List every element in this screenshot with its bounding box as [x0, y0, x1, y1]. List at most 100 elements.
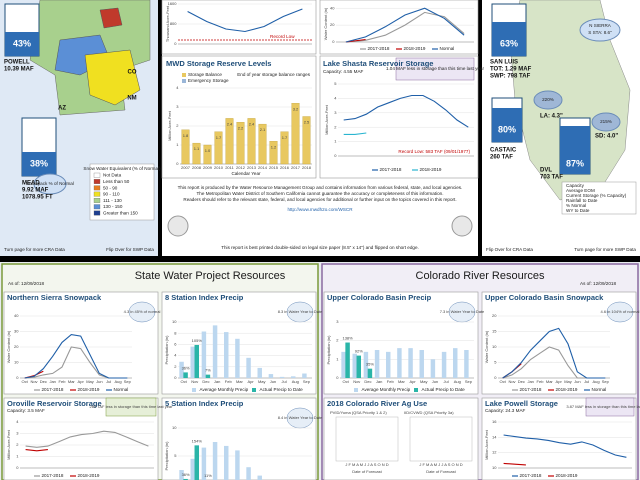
- bar: [201, 331, 207, 378]
- legend-title: Snow Water Equivalent (% of Normal): [83, 166, 161, 171]
- y-axis-label: Precipitation (in): [326, 335, 331, 365]
- panel-title: Lake Powell Storage: [485, 399, 558, 408]
- reservoir-storage: SWP: 798 TAF: [490, 74, 531, 80]
- value-label: 1.1: [194, 146, 200, 151]
- legend-swatch: [182, 73, 186, 77]
- legend-swatch: [93, 179, 101, 184]
- y-tick-label: 0: [336, 375, 339, 380]
- bar-annotation: 36%: [182, 472, 190, 477]
- x-tick-label: Dec: [518, 379, 525, 384]
- y-tick-label: 4: [334, 95, 337, 100]
- value-label: 1.7: [216, 135, 222, 140]
- line: [187, 8, 303, 33]
- gauge-fill: [5, 32, 39, 56]
- bar: [291, 376, 296, 378]
- state-label: CO: [128, 70, 137, 76]
- bar: [190, 346, 195, 378]
- x-tick-label: May: [86, 379, 94, 384]
- panel: [323, 397, 479, 480]
- y-axis-label: Water Content (in): [6, 330, 11, 363]
- footer-note: Turn page for more SWP Data: [574, 247, 636, 252]
- section-title: State Water Project Resources: [135, 270, 286, 282]
- panel-title: 8 Station Index Precip: [165, 293, 244, 302]
- bar: [205, 374, 211, 378]
- x-tick-label: Jul: [584, 379, 589, 384]
- x-tick-label: 2013: [247, 165, 257, 170]
- y-tick-label: 1: [336, 356, 339, 361]
- legend-label: Not Data: [103, 173, 122, 178]
- rain-label: SD: 4.0": [595, 134, 618, 140]
- bar: [236, 122, 245, 165]
- y-axis-label: Million Acre-Feet: [324, 104, 329, 135]
- snow-cloud: [33, 173, 67, 195]
- y-axis-label: Million Acre-Feet: [167, 110, 172, 141]
- rain-percent: 215%: [600, 119, 612, 124]
- value-label: 2.5: [304, 120, 310, 125]
- x-tick-label: May: [564, 379, 572, 384]
- y-tick-label: 3: [16, 431, 19, 436]
- y-tick-label: 3: [336, 319, 339, 324]
- bar-annotation: 36%: [182, 365, 190, 370]
- bar: [453, 348, 458, 378]
- value-label: 1.0: [205, 148, 211, 153]
- bar-annotation: 154%: [192, 438, 203, 443]
- bar: [464, 350, 469, 378]
- cloud-label: Snowpack % of Normal: [26, 181, 74, 186]
- x-tick-label: Nov: [353, 379, 360, 384]
- x-tick-label: 2008: [192, 165, 202, 170]
- bar: [194, 445, 199, 480]
- y-tick-label: 10: [14, 360, 19, 365]
- x-tick-label: Aug: [292, 379, 299, 384]
- footer-note: Flip Over for SWP Data: [106, 247, 154, 252]
- y-tick-label: 14: [492, 434, 497, 439]
- line: [502, 327, 606, 379]
- value-label: 1.7: [282, 135, 288, 140]
- bar: [408, 348, 413, 378]
- bar: [212, 442, 218, 480]
- footer-text: The Metropolitan Water District of South…: [197, 191, 444, 196]
- reservoir-name: MEAD: [22, 181, 40, 187]
- x-tick-label: Mar: [546, 379, 554, 384]
- x-tick-labels: J F M A M J J A S O N D: [345, 462, 388, 467]
- gauge-percent: 87%: [566, 158, 584, 168]
- legend-label: Normal: [440, 46, 455, 51]
- bar: [235, 338, 240, 378]
- x-axis-label: Calendar Year: [231, 171, 261, 176]
- panel-title: Oroville Reservoir Storage: [7, 399, 102, 408]
- legend-label: 2017-2018: [380, 167, 402, 172]
- footer-text: This report is produced by the Water Res…: [178, 185, 463, 190]
- chart-frame: [409, 416, 473, 462]
- reservoir-name: CASTAIC: [490, 148, 517, 154]
- x-tick-label: Aug: [454, 379, 461, 384]
- x-tick-label: Apr: [78, 379, 85, 384]
- y-tick-label: 5: [494, 360, 497, 365]
- badge: [606, 301, 634, 323]
- value-label: 2.4: [249, 121, 255, 126]
- x-tick-label: Feb: [387, 379, 395, 384]
- line: [25, 449, 48, 452]
- badge-text: 8.3 in Water Year to Date: [278, 309, 323, 314]
- value-label: 3.2: [293, 106, 299, 111]
- y-tick-label: 4: [174, 353, 177, 358]
- x-tick-label: Dec: [202, 379, 209, 384]
- y-tick-label: 0: [332, 39, 335, 44]
- reservoir-elevation: 1078.95 FT: [22, 195, 53, 201]
- bar: [363, 351, 369, 378]
- bar: [386, 351, 391, 378]
- value-label: 2.2: [238, 125, 244, 130]
- y-tick-label: 2: [174, 364, 177, 369]
- legend-label: 90 - 110: [103, 192, 120, 197]
- bar: [352, 353, 357, 378]
- y-tick-label: 800: [170, 21, 177, 26]
- x-tick-label: Jul: [282, 379, 287, 384]
- y-tick-label: 30: [14, 329, 19, 334]
- x-tick-label: Sep: [465, 379, 473, 384]
- chart-note: 3.87 MAF less in storage than this time …: [566, 404, 640, 409]
- x-tick-label: Nov: [191, 379, 198, 384]
- legend-box: [561, 181, 637, 215]
- value-label: 1.2: [271, 144, 277, 149]
- y-tick-label: 2: [336, 338, 339, 343]
- y-tick-label: 8: [174, 330, 177, 335]
- badge-text: 8.4 in Water Year to Date: [278, 415, 323, 420]
- x-axis-label: Date of Forecast: [426, 469, 456, 474]
